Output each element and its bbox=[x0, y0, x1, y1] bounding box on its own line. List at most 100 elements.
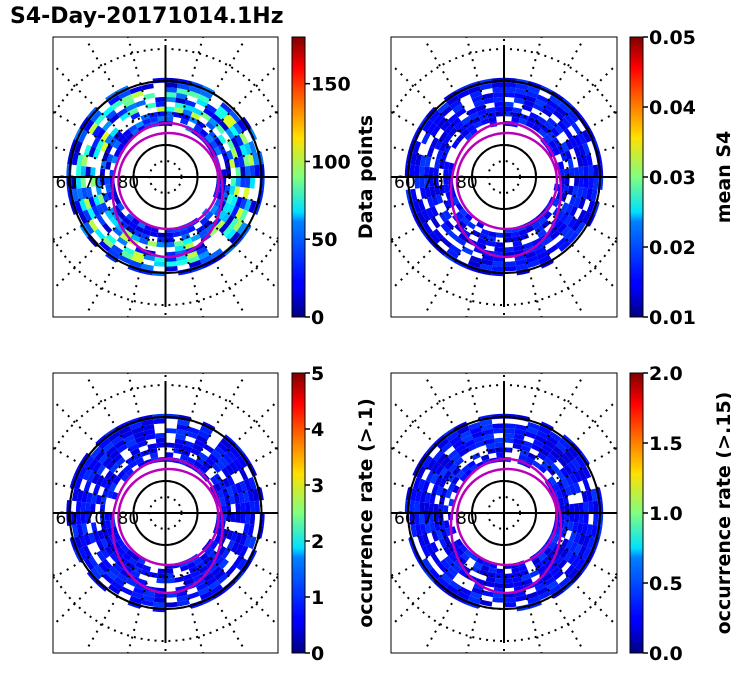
data-cell bbox=[511, 111, 521, 119]
data-cell bbox=[567, 553, 578, 565]
data-cell bbox=[96, 475, 105, 487]
data-cell bbox=[424, 186, 432, 198]
data-cell bbox=[483, 97, 495, 105]
data-cell bbox=[557, 558, 568, 570]
data-cell bbox=[514, 92, 526, 100]
data-cell bbox=[83, 455, 95, 469]
data-cell bbox=[102, 105, 114, 118]
data-cell bbox=[199, 89, 213, 100]
data-cell bbox=[155, 433, 166, 439]
data-cell bbox=[576, 186, 584, 198]
data-cell bbox=[228, 461, 239, 473]
data-cell bbox=[577, 132, 587, 145]
data-cell bbox=[174, 240, 184, 247]
data-cell bbox=[131, 255, 144, 264]
data-cell bbox=[555, 236, 568, 249]
data-cell bbox=[209, 139, 219, 149]
mlt-spoke bbox=[210, 63, 278, 133]
data-cell bbox=[525, 591, 539, 600]
data-cell bbox=[455, 470, 465, 479]
data-cell bbox=[110, 244, 124, 255]
data-cell bbox=[172, 231, 182, 238]
data-cell bbox=[482, 590, 494, 598]
data-cell bbox=[234, 207, 244, 220]
data-cell bbox=[532, 460, 542, 469]
data-cell bbox=[182, 237, 193, 246]
data-cell bbox=[188, 259, 202, 269]
data-cell bbox=[119, 232, 131, 243]
data-cell bbox=[239, 533, 248, 546]
data-cell bbox=[123, 434, 135, 444]
mlt-spoke bbox=[423, 37, 473, 123]
data-cell bbox=[215, 459, 226, 471]
data-cell bbox=[473, 582, 485, 591]
data-cell bbox=[434, 521, 441, 532]
mlt-spoke bbox=[565, 481, 617, 498]
data-cell bbox=[224, 496, 231, 506]
data-cell bbox=[575, 557, 586, 571]
data-cell bbox=[247, 153, 255, 166]
data-cell bbox=[143, 254, 156, 262]
data-cell bbox=[567, 217, 578, 229]
data-cell bbox=[536, 586, 549, 596]
data-cell bbox=[195, 225, 206, 234]
data-cell bbox=[573, 503, 580, 513]
data-cell bbox=[190, 233, 201, 243]
data-cell bbox=[550, 463, 560, 474]
data-cell bbox=[581, 155, 589, 167]
data-cell bbox=[197, 250, 211, 260]
latitude-label-lat80: 80 bbox=[118, 509, 140, 529]
data-cell bbox=[524, 95, 537, 104]
data-cell bbox=[578, 513, 584, 524]
data-cell bbox=[127, 107, 139, 117]
data-cell bbox=[179, 228, 189, 236]
mlt-spoke bbox=[126, 37, 150, 116]
data-cell bbox=[182, 573, 193, 582]
data-cell bbox=[165, 92, 177, 98]
data-cell bbox=[214, 569, 226, 581]
mlt-spoke bbox=[53, 399, 121, 469]
data-cell bbox=[438, 141, 448, 152]
data-cell bbox=[238, 156, 245, 168]
colorbar-tick-label: 3 bbox=[311, 475, 324, 497]
data-cell bbox=[515, 424, 528, 432]
data-cell bbox=[76, 153, 84, 166]
data-cell bbox=[422, 455, 433, 469]
data-cell bbox=[482, 428, 494, 436]
data-cell bbox=[127, 443, 139, 453]
data-cell bbox=[425, 543, 435, 556]
data-cell bbox=[90, 493, 98, 504]
data-cell bbox=[141, 263, 154, 271]
mlt-spoke bbox=[519, 373, 543, 452]
data-cell bbox=[131, 591, 144, 600]
data-cell bbox=[421, 132, 431, 145]
data-cell bbox=[125, 549, 135, 558]
data-cell bbox=[121, 544, 130, 553]
mlt-spoke bbox=[53, 145, 104, 162]
data-cell bbox=[525, 120, 535, 129]
data-cell bbox=[495, 111, 504, 117]
data-cell bbox=[422, 557, 433, 571]
data-cell bbox=[571, 555, 582, 568]
data-cell bbox=[134, 99, 147, 108]
data-cell bbox=[480, 118, 490, 126]
data-cell bbox=[467, 259, 481, 269]
polar-plot-occurrence-15: 60 70 80 bbox=[391, 373, 617, 653]
mlt-spoke bbox=[196, 231, 247, 317]
data-cell bbox=[546, 117, 558, 128]
data-cell bbox=[198, 229, 209, 238]
data-cell bbox=[121, 473, 130, 482]
data-cell bbox=[122, 128, 132, 138]
data-cell bbox=[514, 428, 526, 436]
data-cell bbox=[153, 261, 166, 267]
data-cell bbox=[108, 449, 120, 460]
data-cell bbox=[196, 98, 208, 108]
data-cell bbox=[115, 457, 126, 467]
data-cell bbox=[430, 217, 441, 229]
data-cell bbox=[203, 107, 215, 118]
data-cell bbox=[426, 196, 435, 208]
data-cell bbox=[123, 98, 135, 108]
data-cell bbox=[117, 211, 126, 220]
data-cell bbox=[581, 547, 592, 561]
mlt-spoke bbox=[220, 110, 278, 146]
